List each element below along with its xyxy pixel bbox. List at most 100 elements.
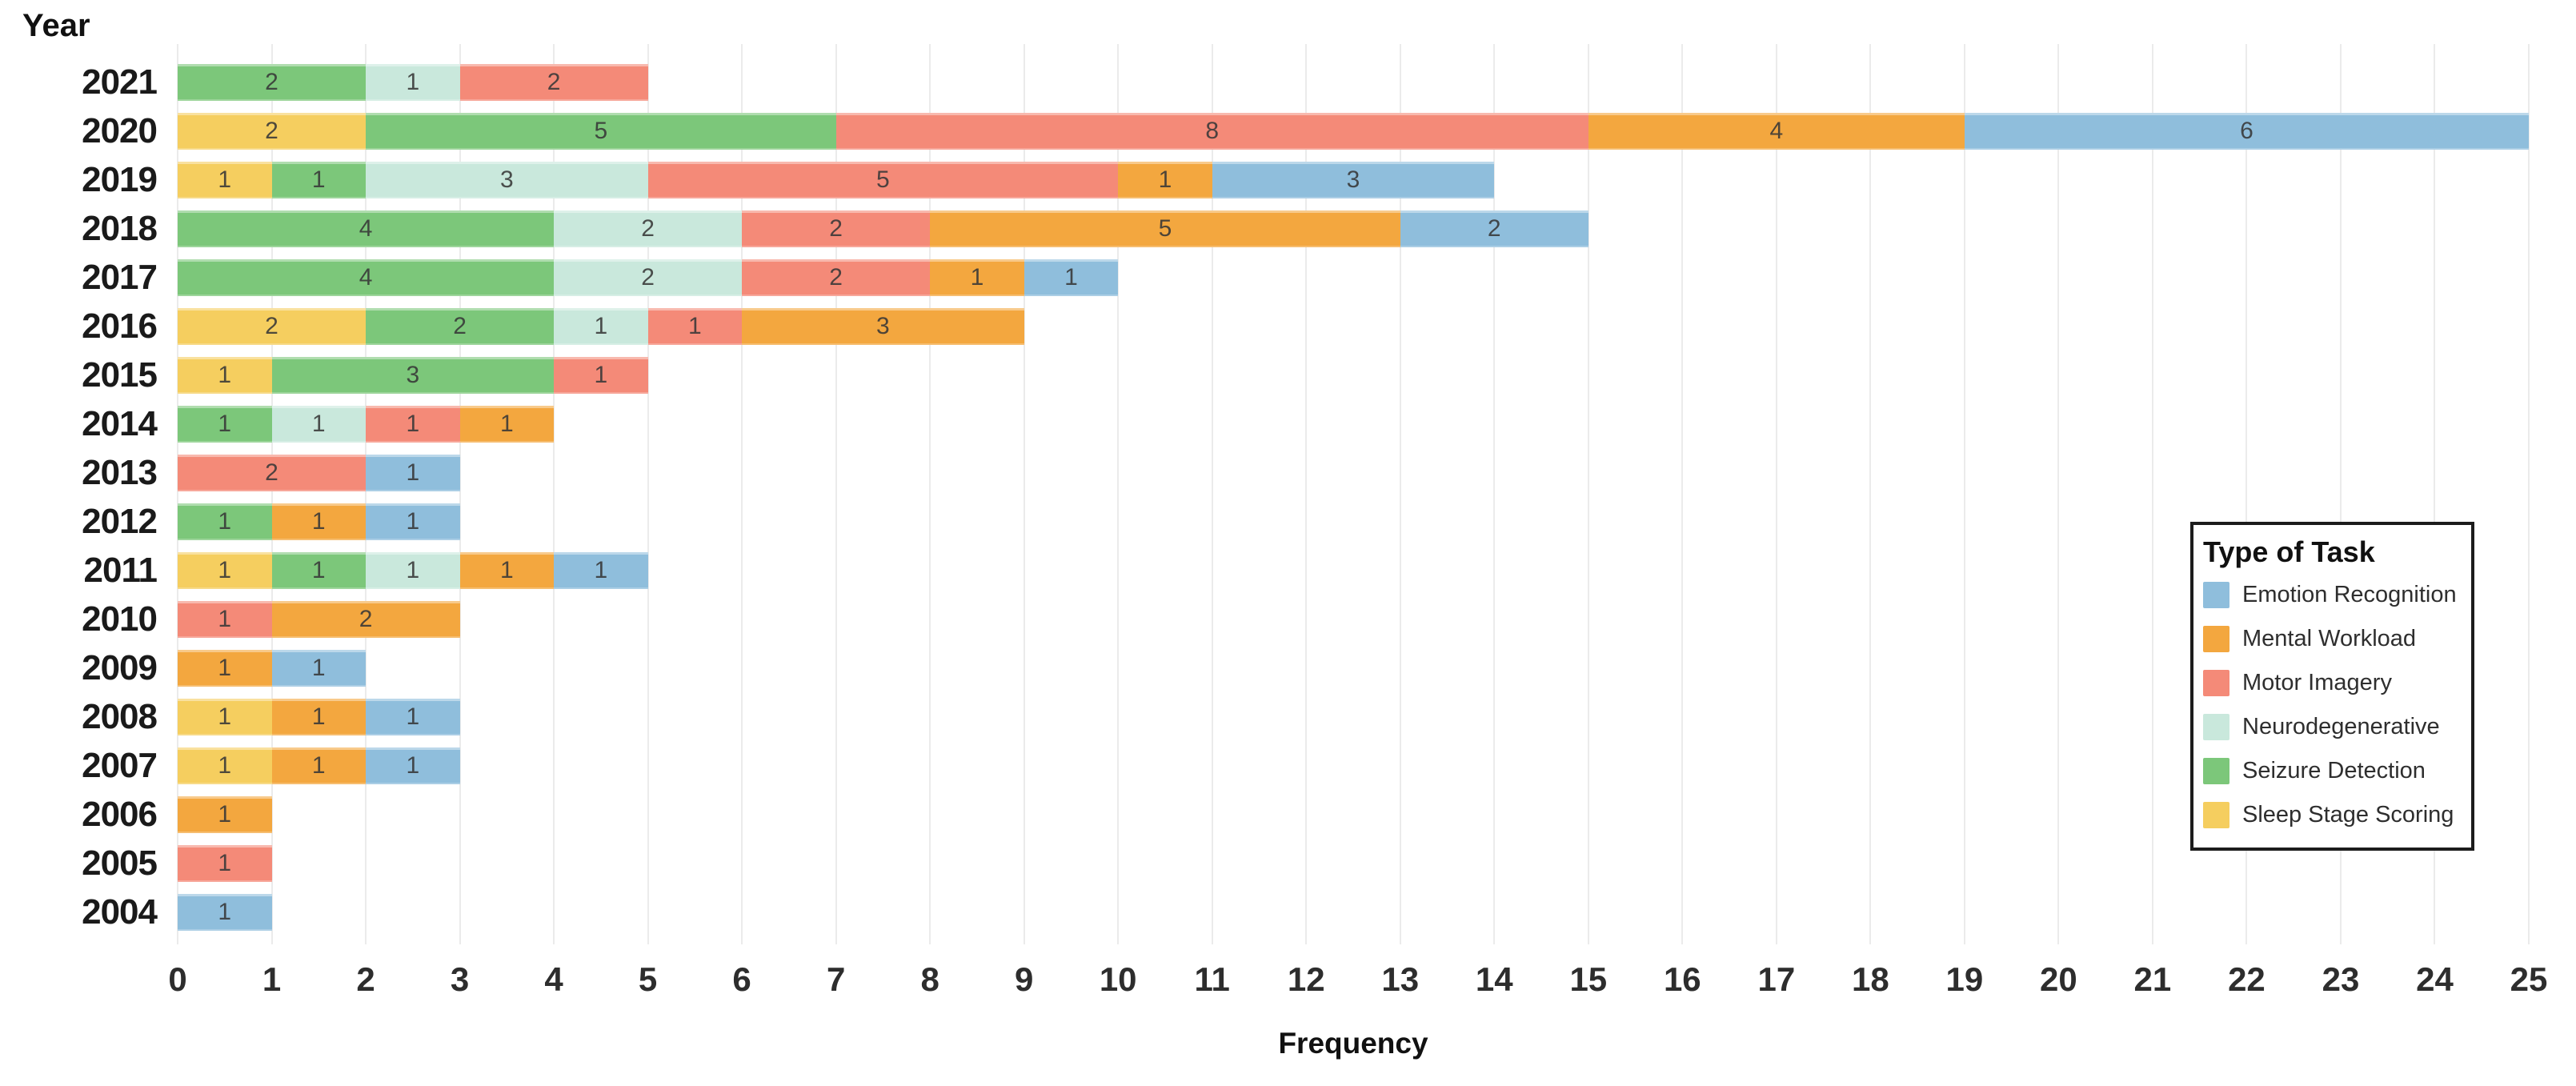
bar-segment[interactable]: 1 — [366, 699, 460, 735]
bar-segment[interactable]: 5 — [366, 113, 836, 150]
bar-value-label: 1 — [594, 313, 608, 339]
bar-segment[interactable]: 2 — [742, 259, 931, 296]
bar-segment[interactable]: 1 — [178, 601, 272, 638]
bar-row: 2 2 1 1 3 — [178, 308, 2529, 345]
bar-row: 2 1 2 — [178, 64, 2529, 101]
legend-swatch — [2203, 802, 2229, 828]
x-axis-label: 0 — [168, 960, 187, 998]
bar-segment[interactable]: 1 — [178, 162, 272, 198]
x-axis-label: 4 — [544, 960, 563, 998]
gridline — [647, 44, 649, 944]
bar-segment[interactable]: 1 — [178, 357, 272, 394]
x-axis-label: 5 — [638, 960, 658, 998]
bar-segment[interactable]: 1 — [271, 552, 367, 589]
bar-segment[interactable]: 1 — [271, 503, 367, 540]
bar-segment[interactable]: 1 — [366, 552, 460, 589]
bar-segment[interactable]: 1 — [178, 552, 272, 589]
x-axis-label: 7 — [826, 960, 846, 998]
bar-value-label: 5 — [1158, 215, 1172, 242]
bar-segment[interactable]: 1 — [178, 503, 272, 540]
bar-segment[interactable]: 1 — [366, 406, 460, 443]
bar-segment[interactable]: 1 — [1118, 162, 1212, 198]
legend-item[interactable]: Motor Imagery — [2203, 661, 2463, 705]
bar-value-label: 1 — [311, 411, 326, 437]
bar-value-label: 1 — [218, 655, 232, 681]
bar-value-label: 2 — [265, 118, 278, 144]
bar-segment[interactable]: 2 — [178, 455, 367, 491]
bar-segment[interactable]: 1 — [178, 845, 272, 882]
bar-segment[interactable]: 3 — [1212, 162, 1495, 198]
gridline — [1681, 44, 1684, 944]
bar-segment[interactable]: 1 — [554, 552, 648, 589]
gridline — [2434, 44, 2436, 944]
bar-segment[interactable]: 5 — [647, 162, 1119, 198]
bar-segment[interactable]: 8 — [835, 113, 1588, 150]
bar-segment[interactable]: 1 — [554, 357, 648, 394]
bar-segment[interactable]: 3 — [271, 357, 555, 394]
bar-segment[interactable]: 1 — [178, 406, 272, 443]
bar-row: 1 1 3 5 1 3 — [178, 162, 2529, 198]
bar-segment[interactable]: 4 — [1588, 113, 1965, 150]
bar-row: 1 — [178, 796, 2529, 833]
legend-item[interactable]: Mental Workload — [2203, 617, 2463, 661]
bar-segment[interactable]: 1 — [178, 894, 272, 931]
bar-value-label: 1 — [406, 69, 420, 95]
bar-segment[interactable]: 1 — [647, 308, 743, 345]
bar-segment[interactable]: 2 — [178, 64, 367, 101]
bar-segment[interactable]: 6 — [1964, 113, 2529, 150]
bar-segment[interactable]: 2 — [554, 210, 743, 247]
gridline — [1117, 44, 1120, 944]
bar-segment[interactable]: 1 — [178, 747, 272, 784]
bar-value-label: 1 — [1158, 166, 1172, 193]
bar-segment[interactable]: 1 — [271, 406, 367, 443]
bar-segment[interactable]: 4 — [178, 210, 555, 247]
bar-segment[interactable]: 5 — [930, 210, 1400, 247]
legend-swatch — [2203, 670, 2229, 696]
bar-segment[interactable]: 2 — [178, 113, 367, 150]
bar-segment[interactable]: 1 — [366, 747, 460, 784]
bar-segment[interactable]: 2 — [459, 64, 648, 101]
bar-segment[interactable]: 1 — [271, 699, 367, 735]
bar-segment[interactable]: 1 — [178, 699, 272, 735]
bar-segment[interactable]: 1 — [271, 650, 367, 687]
x-axis-label: 25 — [2510, 960, 2548, 998]
bar-segment[interactable]: 2 — [178, 308, 367, 345]
bar-segment[interactable]: 2 — [554, 259, 743, 296]
bar-segment[interactable]: 1 — [554, 308, 648, 345]
bar-segment[interactable]: 1 — [1024, 259, 1119, 296]
bar-segment[interactable]: 3 — [742, 308, 1024, 345]
bar-segment[interactable]: 1 — [366, 64, 460, 101]
x-axis-label: 8 — [920, 960, 939, 998]
bar-segment[interactable]: 3 — [366, 162, 648, 198]
gridline — [835, 44, 837, 944]
y-axis-label: 2021 — [82, 62, 158, 102]
x-axis-label: 1 — [262, 960, 282, 998]
legend-item[interactable]: Neurodegenerative — [2203, 705, 2463, 749]
legend-item[interactable]: Sleep Stage Scoring — [2203, 793, 2463, 837]
bar-segment[interactable]: 1 — [271, 747, 367, 784]
y-axis-label: 2008 — [82, 697, 158, 736]
bar-segment[interactable]: 1 — [459, 552, 555, 589]
bar-value-label: 1 — [218, 411, 232, 437]
gridline — [741, 44, 743, 944]
bar-segment[interactable]: 2 — [742, 210, 931, 247]
bar-segment[interactable]: 2 — [1400, 210, 1588, 247]
bar-segment[interactable]: 1 — [178, 650, 272, 687]
bar-segment[interactable]: 1 — [178, 796, 272, 833]
bar-segment[interactable]: 1 — [366, 455, 460, 491]
bar-segment[interactable]: 1 — [366, 503, 460, 540]
legend-item[interactable]: Emotion Recognition — [2203, 573, 2463, 617]
bar-segment[interactable]: 1 — [271, 162, 367, 198]
bar-value-label: 1 — [218, 801, 232, 828]
bar-segment[interactable]: 4 — [178, 259, 555, 296]
bar-value-label: 1 — [218, 166, 232, 193]
bar-segment[interactable]: 1 — [459, 406, 555, 443]
legend-swatch — [2203, 758, 2229, 784]
bar-row: 4 2 2 1 1 — [178, 259, 2529, 296]
bar-segment[interactable]: 1 — [930, 259, 1024, 296]
y-axis-label: 2012 — [82, 502, 158, 541]
bar-segment[interactable]: 2 — [366, 308, 555, 345]
legend-item[interactable]: Seizure Detection — [2203, 749, 2463, 793]
bar-row: 1 — [178, 894, 2529, 931]
bar-segment[interactable]: 2 — [271, 601, 460, 638]
